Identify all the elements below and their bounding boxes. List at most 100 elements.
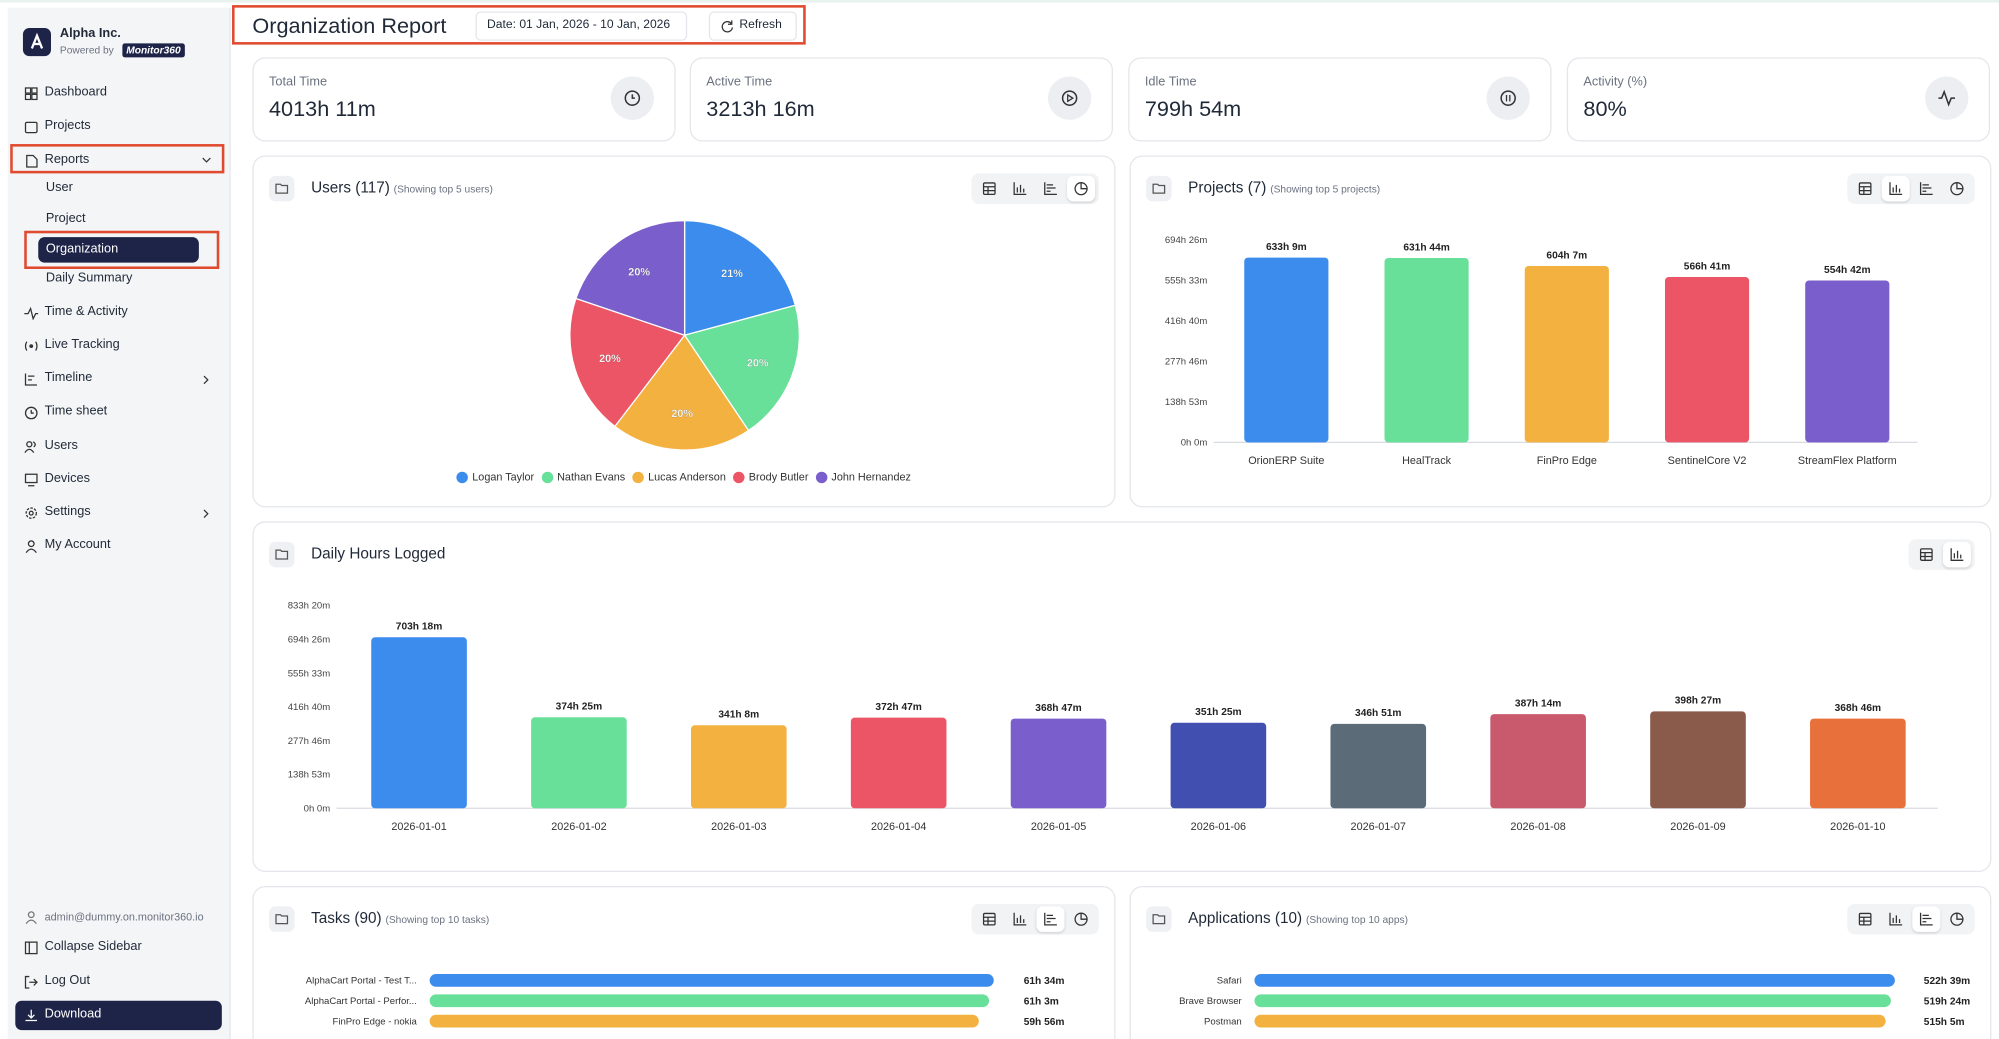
- value-label: 368h 47m: [1035, 703, 1081, 714]
- y-tick-label: Brave Browser: [1179, 996, 1242, 1007]
- chevron: [203, 509, 209, 519]
- view-button[interactable]: [1943, 176, 1971, 201]
- bar: [690, 725, 787, 809]
- subtitle-text: (Showing top 10 tasks): [385, 914, 490, 926]
- x-tick-label: 2026-01-07: [1351, 821, 1406, 833]
- view-button[interactable]: [1006, 176, 1034, 201]
- view-button[interactable]: [1882, 906, 1910, 931]
- view-button[interactable]: [1881, 175, 1910, 202]
- x-tick-label: SentinelCore V2: [1668, 455, 1747, 467]
- x-tick-label: 2026-01-09: [1670, 821, 1725, 833]
- card-title: Projects (7) (Showing top 5 projects): [1188, 178, 1380, 198]
- pie-slice: [569, 297, 686, 428]
- sub-nav-item[interactable]: Daily Summary: [45, 271, 133, 286]
- view-button[interactable]: [1943, 906, 1971, 931]
- view-button[interactable]: [1067, 175, 1096, 202]
- powered-by: Powered by: [59, 44, 114, 57]
- nav-label: Projects: [44, 118, 91, 133]
- chart-card: Tasks (90) (Showing top 10 tasks) AlphaCar…: [252, 886, 1116, 1039]
- stat-card: Idle Time 799h 54m: [1128, 57, 1552, 142]
- email: admin@dummy.on.monitor360.io: [44, 910, 204, 924]
- view-button[interactable]: [1851, 906, 1879, 931]
- x-tick-label: StreamFlex Platform: [1798, 455, 1897, 467]
- bar: [531, 717, 627, 809]
- slice-label: 20%: [671, 408, 693, 420]
- card-icon: [1146, 906, 1172, 932]
- view-button[interactable]: [1006, 906, 1034, 931]
- y-tick-label: FinPro Edge - nokia: [333, 1016, 418, 1027]
- view-button[interactable]: [1036, 176, 1064, 201]
- subtitle-text: (Showing top 5 users): [393, 183, 493, 196]
- slice-label: 20%: [599, 353, 621, 365]
- nav-label: Time & Activity: [44, 304, 128, 319]
- card-icon: [1146, 175, 1172, 202]
- view-button[interactable]: [1912, 906, 1941, 932]
- stat-value: 80%: [1583, 96, 1627, 122]
- y-tick-label: 416h 40m: [288, 702, 331, 713]
- y-tick-label: 694h 26m: [1165, 235, 1208, 246]
- view-button[interactable]: [1942, 541, 1971, 568]
- date-range[interactable]: Date: 01 Jan, 2026 - 10 Jan, 2026: [475, 11, 688, 41]
- view-button[interactable]: [1067, 906, 1095, 931]
- stat-icon: [1047, 76, 1092, 120]
- view-toolbar: [1847, 173, 1975, 204]
- stat-card: Activity (%) 80%: [1566, 57, 1991, 142]
- view-button[interactable]: [1036, 906, 1065, 932]
- bar: [1664, 276, 1750, 443]
- bar: [1490, 714, 1586, 809]
- view-toolbar: [971, 903, 1099, 935]
- stat-icon: [1925, 76, 1969, 120]
- nav-label: Timeline: [44, 370, 93, 386]
- value-label: 398h 27m: [1675, 696, 1721, 707]
- bar: [1810, 718, 1906, 809]
- view-toolbar: [1908, 539, 1975, 570]
- view-button[interactable]: [1851, 176, 1879, 201]
- legend-item: Lucas Anderson: [632, 470, 726, 484]
- sub-nav-item[interactable]: Project: [45, 211, 86, 226]
- slice-label: 21%: [721, 268, 743, 280]
- download-label: Download: [44, 1007, 102, 1022]
- sub-nav-item[interactable]: User: [45, 181, 73, 196]
- chart-card: Projects (7) (Showing top 5 projects) 0h 0…: [1129, 155, 1992, 508]
- bar: [429, 974, 994, 987]
- value-label: 374h 25m: [556, 702, 602, 713]
- legend-item: Logan Taylor: [456, 470, 535, 484]
- legend-label: Brody Butler: [748, 470, 809, 484]
- y-tick-label: 694h 26m: [288, 635, 331, 646]
- y-tick-label: 138h 53m: [1165, 397, 1208, 408]
- bar: [1524, 266, 1609, 443]
- view-button[interactable]: [975, 176, 1003, 201]
- value-label: 566h 41m: [1684, 261, 1730, 272]
- legend-label: Logan Taylor: [472, 470, 535, 484]
- stat-value: 799h 54m: [1144, 96, 1242, 122]
- legend-item: Brody Butler: [733, 470, 809, 484]
- view-button[interactable]: [1912, 176, 1940, 201]
- x-tick-label: HealTrack: [1402, 455, 1452, 467]
- card-title: Tasks (90) (Showing top 10 tasks): [311, 909, 489, 929]
- bar: [1254, 974, 1895, 987]
- value-label: 59h 56m: [1024, 1017, 1065, 1028]
- nav-label: Settings: [44, 504, 91, 519]
- nav-label: Dashboard: [44, 85, 107, 100]
- download-button[interactable]: Download: [15, 1000, 222, 1031]
- refresh-label: Refresh: [739, 17, 782, 32]
- view-button[interactable]: [1912, 542, 1940, 567]
- view-button[interactable]: [975, 906, 1003, 931]
- slice-label: 20%: [628, 267, 650, 279]
- title-text: Tasks (90): [311, 908, 382, 927]
- y-tick-label: 0h 0m: [1181, 438, 1208, 449]
- card-icon: [268, 906, 295, 932]
- bar: [1244, 257, 1329, 443]
- sub-nav-item[interactable]: Organization: [45, 242, 119, 257]
- refresh-button[interactable]: Refresh: [708, 11, 797, 41]
- view-toolbar: [1847, 903, 1975, 935]
- legend-item: John Hernandez: [816, 470, 911, 483]
- x-tick-label: 2026-01-02: [551, 821, 606, 833]
- legend-label: Lucas Anderson: [648, 470, 726, 484]
- bar: [1650, 711, 1746, 809]
- stat-label: Total Time: [268, 75, 328, 90]
- card-icon: [268, 541, 295, 568]
- stat-card: Active Time 3213h 16m: [689, 57, 1113, 142]
- value-label: 519h 24m: [1924, 997, 1970, 1008]
